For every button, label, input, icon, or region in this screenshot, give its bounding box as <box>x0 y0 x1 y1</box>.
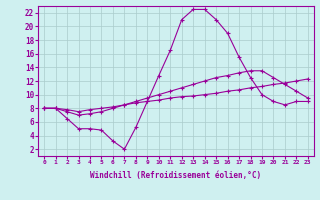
X-axis label: Windchill (Refroidissement éolien,°C): Windchill (Refroidissement éolien,°C) <box>91 171 261 180</box>
